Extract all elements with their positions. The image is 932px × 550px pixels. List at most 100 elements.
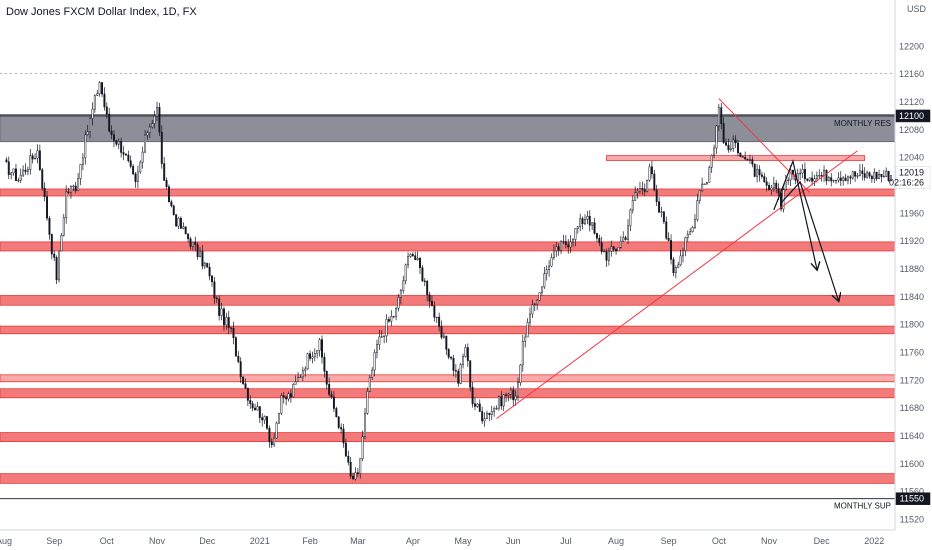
candle-body [98, 82, 101, 94]
x-tick-label: May [455, 536, 473, 546]
candle-body [818, 175, 821, 177]
candle-body [634, 192, 637, 201]
candle-body [335, 408, 338, 418]
candle-body [26, 169, 29, 172]
candle-body [17, 179, 20, 182]
candle-body [354, 472, 357, 480]
candle-body [555, 246, 558, 252]
candle-body [483, 418, 486, 422]
candle-body [636, 190, 639, 194]
candle-body [81, 157, 84, 165]
y-tick-label: 11760 [900, 348, 924, 358]
candle-body [433, 305, 436, 318]
candle-body [839, 177, 842, 181]
candle-body [392, 316, 395, 318]
candle-body [466, 347, 469, 361]
candle-body [325, 371, 328, 385]
candle-body [595, 233, 598, 239]
y-tick-label: 11520 [900, 515, 924, 525]
candle-body [835, 179, 837, 182]
candle-body [411, 254, 414, 256]
candle-body [775, 182, 778, 189]
candle-body [868, 172, 871, 177]
candle-body [509, 389, 512, 395]
candle-body [127, 154, 130, 162]
candle-body [557, 246, 560, 251]
candle-body [514, 395, 517, 401]
candle-body [720, 107, 723, 124]
zone-band-9 [0, 473, 896, 484]
candle-body [277, 413, 280, 424]
candle-body [505, 394, 508, 396]
candle-body [533, 303, 536, 306]
candle-body [696, 200, 699, 220]
y-tick-label: 11920 [900, 236, 924, 246]
candle-body [560, 241, 563, 251]
candle-body [246, 387, 249, 401]
candle-body [806, 178, 809, 181]
candle-body [55, 257, 58, 281]
y-tick-label: 12080 [899, 125, 924, 135]
candle-body [765, 181, 768, 186]
candle-body [144, 134, 147, 153]
candle-body [648, 166, 651, 181]
candle-body [122, 152, 125, 155]
candle-body [686, 234, 689, 238]
candle-body [689, 231, 692, 235]
candle-body [373, 352, 376, 371]
candle-body [340, 427, 343, 430]
candle-body [552, 250, 555, 258]
candle-body [866, 172, 869, 178]
candle-body [287, 393, 290, 400]
candle-body [103, 93, 106, 108]
candle-body [474, 403, 476, 407]
candle-body [612, 246, 615, 250]
candle-body [395, 308, 398, 317]
candle-body [266, 416, 268, 429]
candle-body [488, 412, 491, 416]
candle-body [691, 227, 694, 232]
candle-body [234, 337, 237, 357]
candle-body [519, 364, 522, 383]
candle-body [323, 356, 326, 372]
candle-body [385, 319, 388, 337]
forecast-arrow-0 [773, 159, 817, 269]
candle-body [744, 157, 747, 160]
candle-body [445, 335, 448, 350]
candle-body [263, 416, 266, 421]
candle-body [780, 193, 782, 210]
candle-body [86, 131, 89, 136]
candle-body [167, 186, 170, 203]
candle-body [7, 161, 10, 175]
candle-body [375, 344, 378, 353]
candle-body [48, 217, 51, 235]
candle-body [856, 175, 859, 177]
x-tick-label: 2022 [864, 536, 884, 546]
candle-body [242, 376, 245, 385]
candle-body [301, 370, 304, 378]
candle-body [870, 175, 873, 180]
candle-body [273, 437, 276, 446]
candle-body [760, 174, 763, 177]
candle-body [701, 183, 704, 191]
candle-body [849, 176, 852, 179]
candle-body [811, 177, 814, 182]
candle-body [517, 382, 520, 397]
candle-body [165, 180, 168, 188]
candle-body [256, 406, 259, 411]
candle-body [74, 185, 77, 191]
candle-body [751, 159, 754, 165]
y-tick-label: 12040 [899, 153, 924, 163]
y-tick-label: 11720 [900, 375, 924, 385]
candle-body [705, 182, 708, 185]
candle-body [199, 250, 202, 257]
candle-body [38, 150, 41, 170]
zone-band-1 [606, 155, 866, 161]
candle-body [727, 144, 730, 151]
candle-body [423, 280, 426, 283]
candle-body [622, 237, 625, 242]
candle-body [175, 214, 178, 227]
candle-body [79, 164, 82, 179]
candle-body [878, 174, 881, 180]
